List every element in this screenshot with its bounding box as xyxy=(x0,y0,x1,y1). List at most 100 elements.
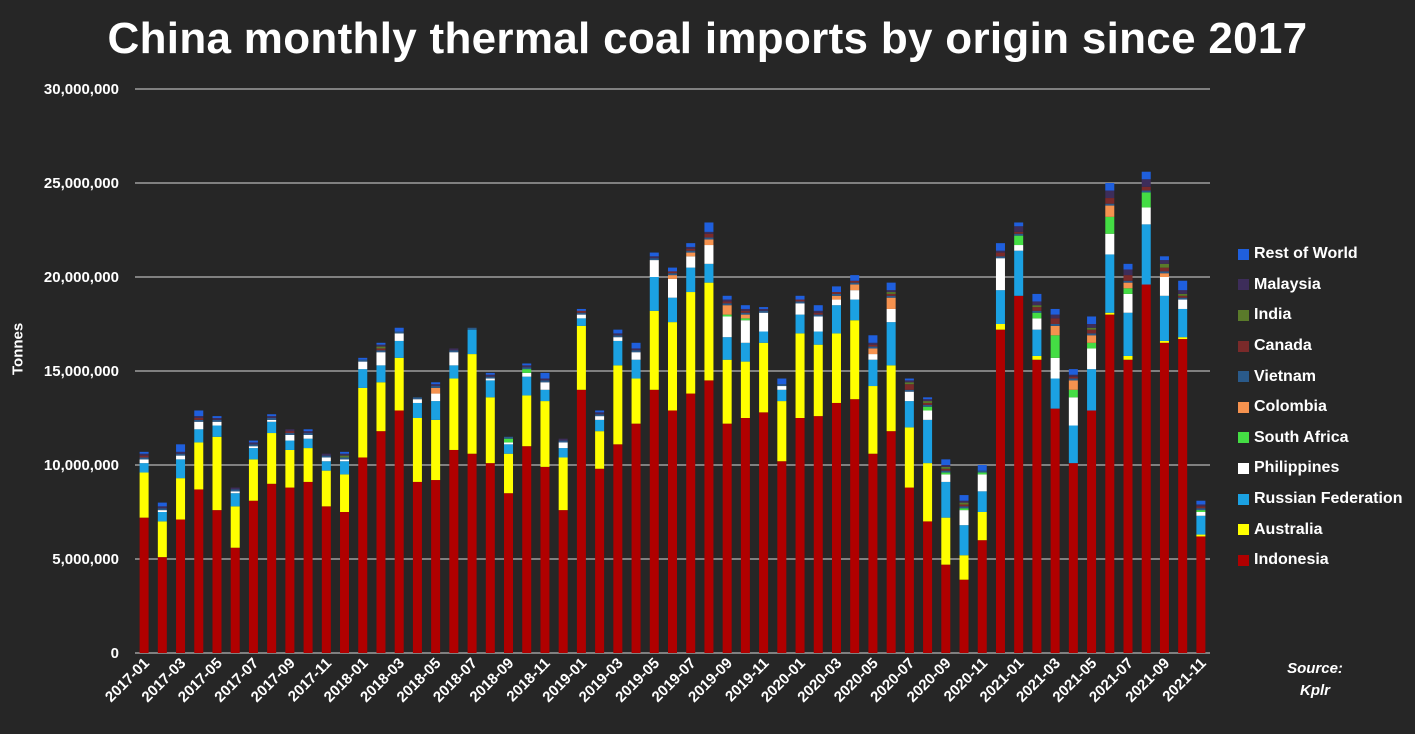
bar-segment-south-africa xyxy=(1141,192,1151,208)
bar-segment-rest-of-world xyxy=(868,335,878,343)
bar-segment-malaysia xyxy=(1141,179,1151,187)
bar-stack-2018-01 xyxy=(358,357,368,653)
bar-segment-philippines xyxy=(1050,357,1060,379)
bar-stacks xyxy=(139,171,1206,653)
bar-segment-indonesia xyxy=(285,487,295,653)
bar-segment-indonesia xyxy=(613,444,623,653)
bar-segment-rest-of-world xyxy=(850,275,860,281)
bar-segment-vietnam xyxy=(157,508,167,511)
bar-segment-malaysia xyxy=(285,429,295,432)
bar-segment-russian-federation xyxy=(485,380,495,398)
bar-segment-australia xyxy=(522,395,532,447)
bar-segment-philippines xyxy=(1032,318,1042,330)
legend-item-philippines: Philippines xyxy=(1238,453,1413,484)
bar-segment-vietnam xyxy=(139,457,149,460)
bar-segment-indonesia xyxy=(303,481,313,653)
legend-label: Vietnam xyxy=(1254,367,1316,385)
bar-segment-canada xyxy=(285,431,295,434)
bar-segment-philippines xyxy=(904,391,914,402)
bar-segment-philippines xyxy=(722,316,732,338)
legend-item-indonesia: Indonesia xyxy=(1238,545,1413,576)
legend: Rest of World Malaysia India Canada Vietnam C… xyxy=(1238,239,1413,576)
bar-segment-rest-of-world xyxy=(1105,183,1115,191)
bar-segment-rest-of-world xyxy=(1050,308,1060,315)
bar-segment-malaysia xyxy=(686,246,696,249)
legend-swatch xyxy=(1238,432,1249,444)
bar-segment-rest-of-world xyxy=(959,495,969,501)
bar-segment-vietnam xyxy=(467,327,477,330)
bar-segment-malaysia xyxy=(904,380,914,383)
bar-segment-rest-of-world xyxy=(995,243,1005,251)
legend-item-colombia: Colombia xyxy=(1238,392,1413,423)
bar-segment-indonesia xyxy=(1105,314,1115,653)
bar-segment-australia xyxy=(959,555,969,580)
bar-segment-rest-of-world xyxy=(1014,222,1024,227)
bar-stack-2017-10 xyxy=(303,429,313,653)
bar-segment-malaysia xyxy=(923,399,933,402)
bar-segment-australia xyxy=(176,478,186,520)
bar-stack-2019-06 xyxy=(668,267,677,653)
bar-segment-philippines xyxy=(1141,207,1151,225)
bar-segment-indonesia xyxy=(522,446,532,653)
bar-segment-vietnam xyxy=(485,376,495,379)
bar-segment-malaysia xyxy=(813,310,823,313)
bar-stack-2021-10 xyxy=(1178,280,1188,653)
legend-swatch xyxy=(1238,524,1249,536)
bar-segment-philippines xyxy=(759,312,769,332)
y-tick-label: 15,000,000 xyxy=(44,363,119,380)
bar-segment-colombia xyxy=(704,239,714,246)
bar-segment-indonesia xyxy=(412,481,422,653)
bar-segment-vietnam xyxy=(904,389,914,392)
bar-stack-2020-10 xyxy=(959,495,969,653)
bar-segment-australia xyxy=(904,427,914,488)
bar-segment-australia xyxy=(139,472,149,518)
bar-segment-rest-of-world xyxy=(977,465,987,471)
bar-segment-malaysia xyxy=(176,451,186,454)
bar-stack-2017-09 xyxy=(285,429,295,653)
bar-segment-rest-of-world xyxy=(212,416,222,418)
bar-segment-vietnam xyxy=(1159,271,1169,274)
bar-segment-vietnam xyxy=(959,506,969,509)
bar-segment-indonesia xyxy=(340,512,350,653)
bar-segment-south-africa xyxy=(1105,216,1115,234)
bar-segment-philippines xyxy=(449,352,459,366)
bar-segment-south-africa xyxy=(1087,342,1097,349)
bar-stack-2018-04 xyxy=(412,397,422,653)
bar-segment-vietnam xyxy=(449,350,459,353)
bar-segment-colombia xyxy=(886,297,896,309)
bar-segment-philippines xyxy=(959,510,969,526)
bar-segment-vietnam xyxy=(431,386,441,388)
bar-segment-colombia xyxy=(686,252,696,257)
bar-segment-south-africa xyxy=(923,406,933,411)
bar-segment-indonesia xyxy=(722,423,732,653)
bar-segment-russian-federation xyxy=(668,297,677,323)
bar-segment-vietnam xyxy=(995,256,1005,259)
bar-segment-rest-of-world xyxy=(485,372,495,375)
bar-segment-russian-federation xyxy=(321,461,331,471)
bar-segment-indonesia xyxy=(977,540,987,653)
bar-segment-indonesia xyxy=(631,423,641,653)
bar-segment-australia xyxy=(394,357,404,411)
bar-segment-philippines xyxy=(777,386,787,390)
bar-segment-indonesia xyxy=(449,449,459,653)
bar-segment-australia xyxy=(431,419,441,481)
bar-segment-russian-federation xyxy=(631,359,641,379)
bar-segment-philippines xyxy=(795,303,805,315)
bar-segment-indonesia xyxy=(1178,339,1188,653)
bar-segment-vietnam xyxy=(303,433,313,435)
bar-segment-malaysia xyxy=(631,348,641,351)
bar-segment-malaysia xyxy=(649,256,659,259)
bar-segment-indonesia xyxy=(1014,295,1024,653)
bar-segment-malaysia xyxy=(267,416,277,418)
bar-segment-russian-federation xyxy=(813,331,823,345)
bar-segment-philippines xyxy=(139,459,149,464)
bar-stack-2017-02 xyxy=(157,502,167,653)
bar-segment-philippines xyxy=(1123,293,1133,313)
bar-segment-colombia xyxy=(1087,335,1097,343)
bar-segment-australia xyxy=(267,433,277,484)
bar-segment-australia xyxy=(194,442,204,490)
bar-segment-malaysia xyxy=(1105,190,1115,199)
bar-segment-philippines xyxy=(194,421,204,430)
legend-label: Philippines xyxy=(1254,459,1340,477)
bar-segment-rest-of-world xyxy=(813,305,823,311)
